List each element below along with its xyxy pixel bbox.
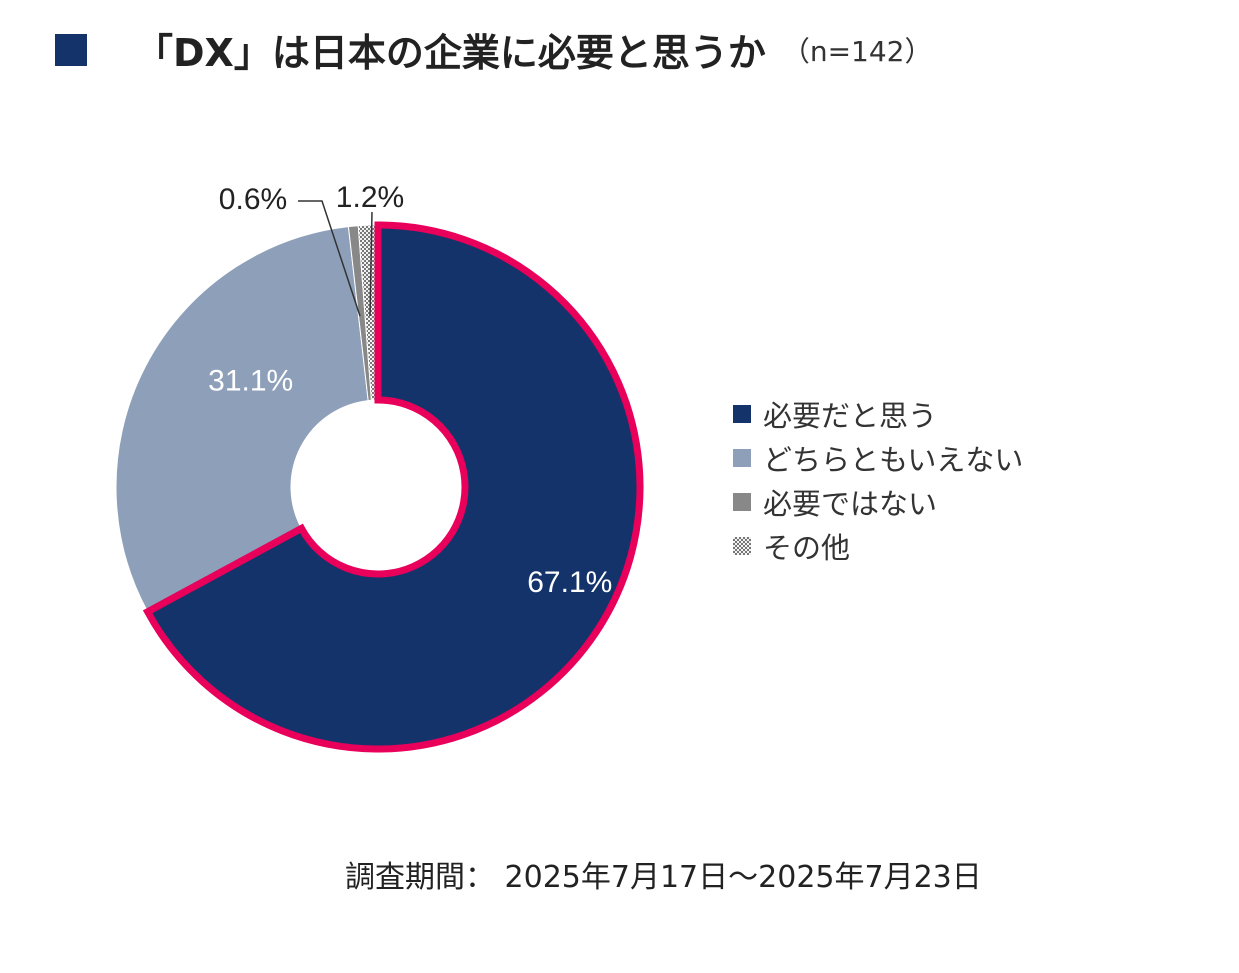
sample-size-label: （n=142） bbox=[781, 34, 933, 68]
legend-swatch bbox=[733, 449, 751, 467]
legend-item: どちらともいえない bbox=[733, 436, 1023, 480]
survey-period: 調査期間： 2025年7月17日～2025年7月23日 bbox=[345, 860, 982, 895]
chart-title: 「DX」は日本の企業に必要と思うか bbox=[135, 31, 766, 75]
slice-どちらともいえない bbox=[115, 226, 369, 613]
data-label-0.6%: 0.6% bbox=[219, 183, 287, 216]
legend-label: その他 bbox=[763, 531, 851, 565]
chart-title-row: 「DX」は日本の企業に必要と思うか （n=142） bbox=[55, 22, 933, 77]
legend-swatch bbox=[733, 405, 751, 423]
legend-item: 必要ではない bbox=[733, 480, 1023, 524]
data-labels: 67.1% 31.1% 0.6% 1.2% bbox=[208, 181, 612, 599]
legend: 必要だと思うどちらともいえない 必要ではない その他 bbox=[733, 392, 1023, 568]
legend-label: 必要だと思う bbox=[763, 399, 938, 433]
legend-label: 必要ではない bbox=[763, 487, 938, 521]
legend-swatch bbox=[733, 493, 751, 511]
legend-item: その他 bbox=[733, 524, 1023, 568]
leader-lines bbox=[298, 200, 373, 317]
data-label-67.1%: 67.1% bbox=[527, 566, 612, 599]
title-square-marker bbox=[55, 33, 87, 66]
data-label-1.2%: 1.2% bbox=[336, 181, 404, 214]
donut-slices bbox=[115, 221, 644, 753]
data-label-31.1%: 31.1% bbox=[208, 364, 293, 397]
leader-line-1.2 bbox=[369, 211, 373, 317]
legend-swatch bbox=[733, 537, 751, 555]
highlight-border bbox=[142, 221, 644, 753]
legend-item: 必要だと思う bbox=[733, 392, 1023, 436]
legend-label: どちらともいえない bbox=[763, 443, 1024, 477]
leader-line-0.6 bbox=[298, 200, 361, 317]
